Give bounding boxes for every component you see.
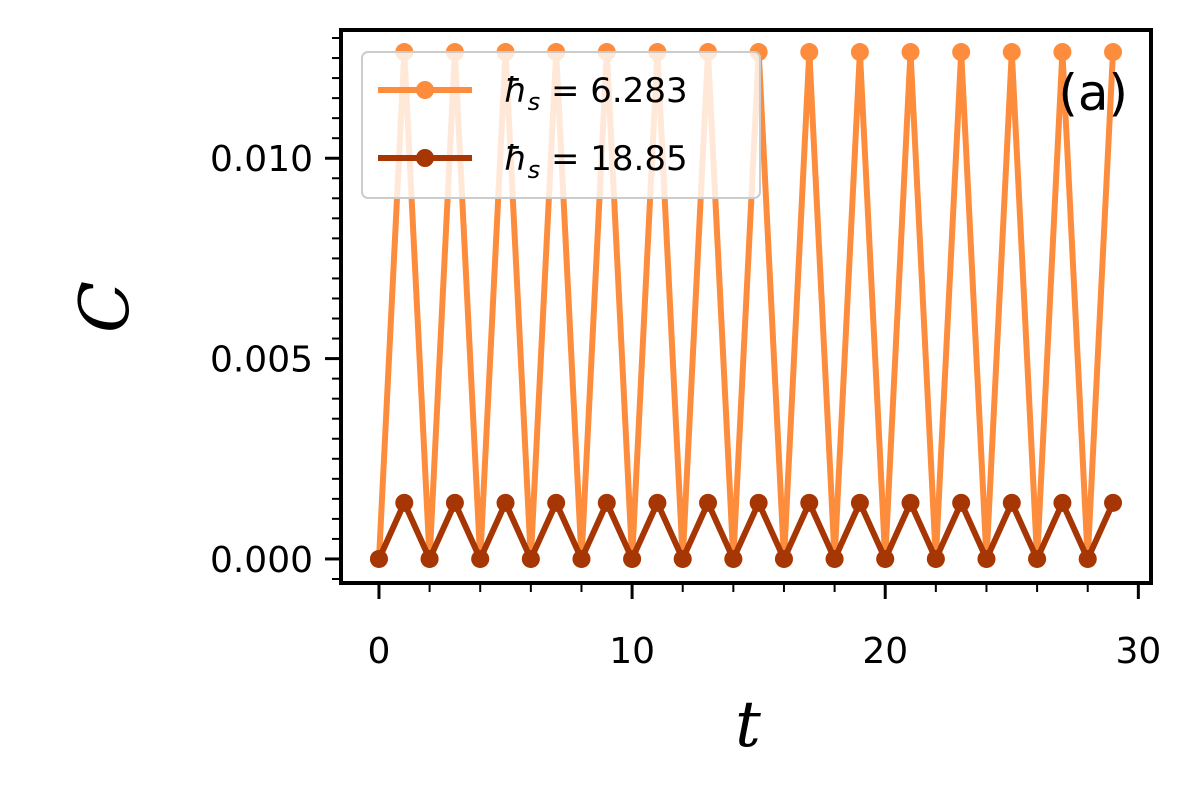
data-point xyxy=(445,493,464,512)
legend-label: ħs = 18.85 xyxy=(504,139,688,184)
y-axis-title: C xyxy=(66,281,145,333)
data-point xyxy=(800,493,819,512)
data-point xyxy=(1078,549,1097,568)
y-tick-label: 0.010 xyxy=(210,139,313,180)
series-2 xyxy=(369,493,1123,568)
data-point xyxy=(901,43,920,62)
data-point xyxy=(699,493,718,512)
legend-label: ħs = 6.283 xyxy=(504,71,688,116)
x-tick-label: 10 xyxy=(609,631,655,672)
data-point xyxy=(749,493,768,512)
data-point xyxy=(521,549,540,568)
data-point xyxy=(496,493,515,512)
data-point xyxy=(876,549,895,568)
data-point xyxy=(977,549,996,568)
data-point xyxy=(395,493,414,512)
x-tick-label: 30 xyxy=(1115,631,1161,672)
data-point xyxy=(952,493,971,512)
x-tick-label: 20 xyxy=(862,631,908,672)
axes-layer: 0 10 20 30 0.000 0.005 0.010 xyxy=(210,37,1161,672)
y-tick-label: 0.000 xyxy=(210,540,313,581)
data-point xyxy=(471,549,490,568)
data-point xyxy=(1002,493,1021,512)
series-line xyxy=(376,495,1116,567)
data-point xyxy=(673,549,692,568)
legend: ħs = 6.283 ħs = 18.85 xyxy=(361,51,761,199)
data-point xyxy=(800,43,819,62)
legend-marker xyxy=(416,149,434,167)
panel-label: (a) xyxy=(1058,64,1128,122)
data-point xyxy=(825,549,844,568)
data-point xyxy=(1104,493,1123,512)
data-point xyxy=(597,493,616,512)
data-point xyxy=(1053,493,1072,512)
data-point xyxy=(850,43,869,62)
data-point xyxy=(926,549,945,568)
legend-entry: ħs = 18.85 xyxy=(378,139,688,184)
data-point xyxy=(774,549,793,568)
y-tick-label: 0.005 xyxy=(210,340,313,381)
data-point xyxy=(369,549,388,568)
data-point xyxy=(1002,43,1021,62)
data-point xyxy=(724,549,743,568)
x-tick-label: 0 xyxy=(368,631,391,672)
legend-marker xyxy=(416,81,434,99)
data-point xyxy=(1104,43,1123,62)
data-point xyxy=(572,549,591,568)
data-point xyxy=(850,493,869,512)
x-axis-title: t xyxy=(735,688,761,762)
data-point xyxy=(952,43,971,62)
data-point xyxy=(1053,43,1072,62)
data-point xyxy=(1028,549,1047,568)
data-point xyxy=(420,549,439,568)
plot-frame xyxy=(339,28,1153,585)
data-point xyxy=(547,493,566,512)
data-point xyxy=(648,493,667,512)
legend-entries: ħs = 6.283 ħs = 18.85 xyxy=(378,71,688,184)
data-point xyxy=(901,493,920,512)
legend-entry: ħs = 6.283 xyxy=(378,71,688,116)
data-point xyxy=(623,549,642,568)
